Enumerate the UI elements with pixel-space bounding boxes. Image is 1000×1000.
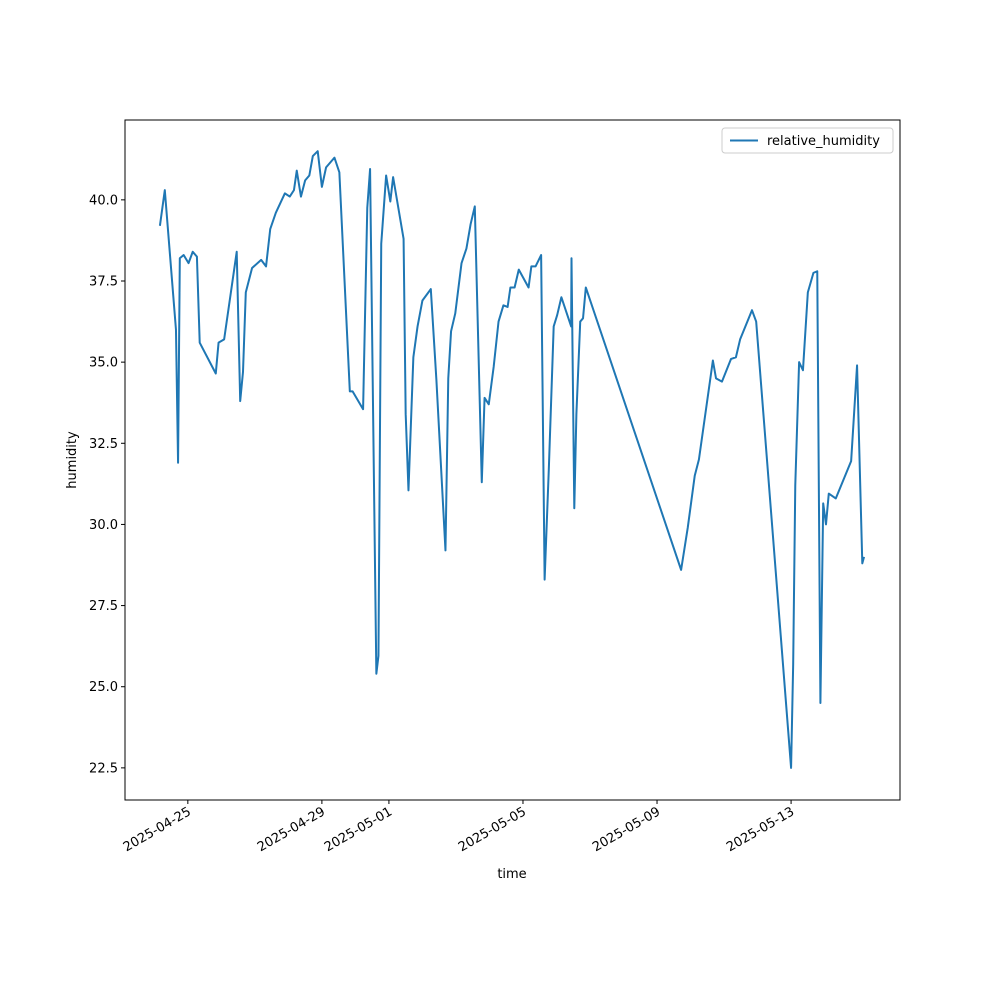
x-tick-label: 2025-04-25 <box>121 804 194 855</box>
x-tick-label: 2025-05-09 <box>590 804 663 855</box>
y-axis-label: humidity <box>65 431 80 489</box>
y-tick-label: 40.0 <box>89 193 118 208</box>
x-tick-label: 2025-05-05 <box>456 804 529 855</box>
x-tick-label: 2025-05-13 <box>724 804 797 855</box>
x-tick-label: 2025-05-01 <box>322 804 395 855</box>
y-tick-label: 25.0 <box>89 680 118 695</box>
y-tick-label: 22.5 <box>89 761 118 776</box>
y-tick-label: 27.5 <box>89 599 118 614</box>
x-axis-label: time <box>497 867 526 882</box>
line <box>158 150 866 769</box>
axes-frame <box>124 119 901 801</box>
y-tick-label: 35.0 <box>89 356 118 371</box>
y-tick-label: 32.5 <box>89 437 118 452</box>
y-tick-label: 30.0 <box>89 518 118 533</box>
legend-box <box>721 127 894 154</box>
y-tick-label: 37.5 <box>89 274 118 289</box>
x-tick-label: 2025-04-29 <box>255 804 328 855</box>
legend-label: relative_humidity <box>767 134 880 149</box>
